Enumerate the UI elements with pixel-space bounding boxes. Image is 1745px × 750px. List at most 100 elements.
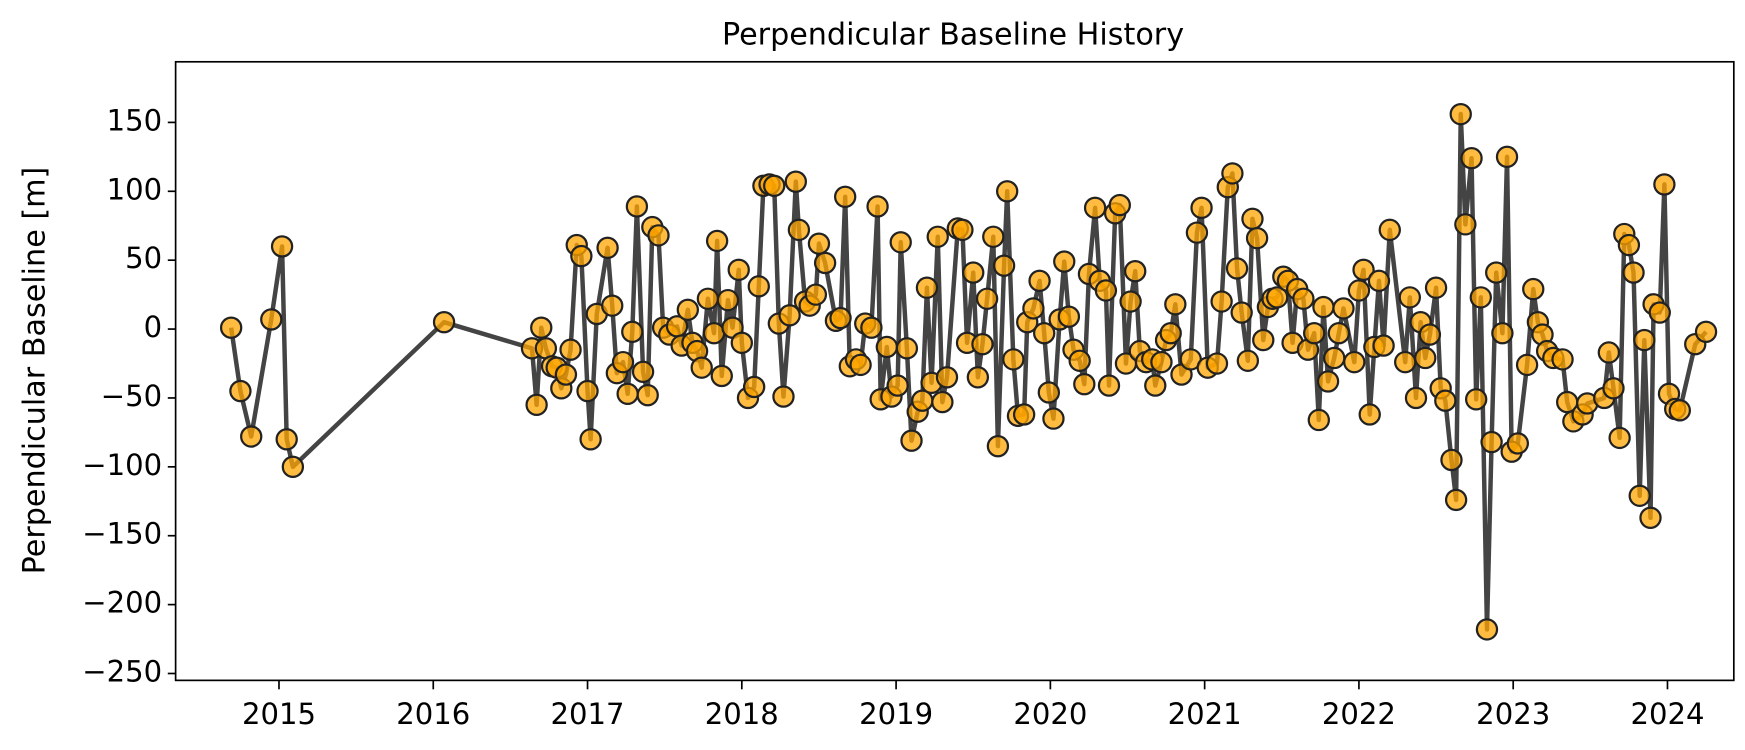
point-marker	[1327, 322, 1351, 345]
point-marker	[1033, 322, 1056, 345]
x-tick-label: 2019	[859, 697, 933, 731]
point-marker	[772, 385, 795, 408]
point-marker	[570, 244, 593, 268]
point-marker	[962, 261, 985, 284]
point-marker	[1185, 221, 1209, 244]
point-marker	[1434, 389, 1457, 412]
point-marker	[621, 320, 644, 344]
x-tick-label: 2021	[1168, 697, 1242, 731]
x-tick-label: 2017	[551, 697, 625, 731]
point-marker	[1597, 341, 1621, 364]
point-marker	[833, 185, 857, 208]
point-marker	[647, 224, 670, 247]
x-tick-label: 2018	[705, 697, 779, 731]
point-marker	[1515, 353, 1539, 377]
point-marker	[1097, 374, 1121, 397]
point-marker	[1694, 320, 1718, 344]
point-marker	[705, 229, 729, 253]
x-tick-label: 2024	[1630, 697, 1704, 731]
point-marker	[1367, 269, 1391, 293]
point-marker	[1159, 322, 1182, 345]
point-marker	[270, 235, 294, 258]
point-marker	[935, 366, 959, 389]
point-marker	[1210, 290, 1233, 313]
point-marker	[219, 316, 243, 339]
point-marker	[281, 455, 305, 479]
point-marker	[1653, 173, 1676, 196]
point-marker	[631, 360, 655, 383]
point-marker	[1522, 277, 1545, 301]
point-marker	[1602, 377, 1625, 400]
point-marker	[915, 276, 939, 299]
point-marker	[1057, 305, 1081, 328]
point-marker	[1485, 261, 1508, 284]
point-marker	[966, 366, 990, 389]
point-marker	[1245, 226, 1269, 250]
point-marker	[596, 236, 619, 259]
point-marker	[995, 180, 1019, 203]
point-marker	[1221, 162, 1244, 185]
point-marker	[1633, 328, 1656, 352]
point-marker	[616, 382, 639, 406]
point-marker	[1022, 297, 1045, 320]
point-marker	[240, 425, 263, 448]
point-marker	[875, 335, 899, 359]
point-marker	[1352, 258, 1375, 282]
point-marker	[1302, 322, 1326, 345]
point-marker	[747, 275, 770, 298]
y-tick-label: 150	[107, 103, 163, 137]
point-marker	[1053, 250, 1076, 273]
point-marker	[1150, 350, 1173, 374]
point-marker	[1460, 147, 1483, 170]
y-tick-label: 0	[144, 310, 163, 344]
point-marker	[1418, 323, 1442, 346]
point-marker	[1347, 279, 1371, 302]
point-marker	[886, 374, 909, 397]
point-marker	[1073, 372, 1096, 396]
point-marker	[579, 428, 602, 451]
point-marker	[275, 428, 298, 451]
chart-title: Perpendicular Baseline History	[722, 18, 1184, 53]
point-marker	[1164, 293, 1187, 316]
point-marker	[1469, 286, 1492, 309]
point-marker	[986, 434, 1010, 458]
point-marker	[530, 316, 553, 339]
point-marker	[784, 170, 807, 193]
point-marker	[611, 350, 635, 374]
point-marker	[1551, 348, 1574, 371]
point-marker	[763, 174, 786, 197]
point-marker	[931, 390, 954, 414]
point-marker	[710, 364, 733, 388]
point-marker	[807, 232, 831, 255]
point-marker	[813, 251, 837, 275]
point-marker	[778, 304, 801, 327]
x-tick-label: 2015	[242, 697, 316, 731]
point-marker	[636, 384, 659, 407]
point-marker	[1464, 388, 1488, 411]
point-marker	[1241, 207, 1264, 231]
point-marker	[1332, 297, 1355, 320]
y-tick-label: −50	[101, 379, 162, 413]
point-marker	[1012, 403, 1036, 426]
point-marker	[1617, 233, 1641, 257]
point-marker	[1622, 261, 1645, 284]
y-tick-label: −250	[82, 654, 162, 688]
point-marker	[787, 218, 811, 242]
point-marker	[1307, 408, 1330, 432]
point-marker	[1495, 145, 1519, 169]
point-marker	[1190, 196, 1213, 220]
point-marker	[1002, 348, 1025, 371]
point-marker	[576, 379, 599, 403]
point-marker	[1265, 286, 1289, 309]
point-marker	[1424, 276, 1448, 299]
point-marker	[1292, 287, 1315, 310]
x-tick-label: 2016	[396, 697, 470, 731]
point-marker	[951, 218, 974, 242]
point-marker	[1312, 295, 1335, 319]
point-marker	[1628, 484, 1651, 507]
point-marker	[971, 333, 994, 356]
point-marker	[1205, 352, 1229, 375]
point-marker	[730, 331, 754, 355]
point-marker	[727, 258, 750, 282]
point-marker	[1506, 432, 1530, 455]
